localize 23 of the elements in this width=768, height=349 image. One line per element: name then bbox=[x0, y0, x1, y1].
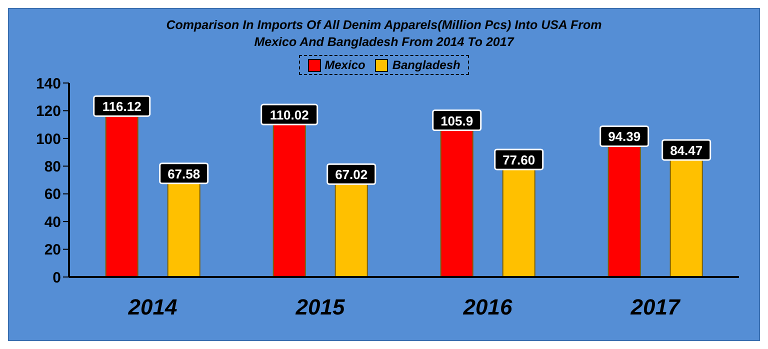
x-tick-label: 2014 bbox=[127, 294, 178, 320]
data-label: 84.47 bbox=[670, 142, 703, 158]
data-label: 67.58 bbox=[168, 166, 200, 182]
y-tick-label: 120 bbox=[36, 103, 61, 120]
y-tick-label: 140 bbox=[36, 75, 61, 92]
y-tick-label: 60 bbox=[44, 186, 61, 204]
data-label: 94.39 bbox=[608, 129, 641, 144]
data-label: 110.02 bbox=[270, 108, 309, 123]
legend-label: Mexico bbox=[324, 58, 366, 72]
y-tick-label: 0 bbox=[52, 269, 61, 286]
legend-label: Bangladesh bbox=[391, 58, 460, 72]
x-tick-label: 2016 bbox=[462, 294, 513, 320]
y-tick-label: 40 bbox=[44, 214, 61, 231]
y-tick-label: 20 bbox=[44, 242, 61, 259]
x-tick-label: 2017 bbox=[630, 294, 682, 320]
y-tick-label: 100 bbox=[36, 130, 61, 148]
data-label: 105.9 bbox=[440, 113, 474, 128]
data-label: 116.12 bbox=[102, 99, 142, 114]
y-tick-label: 80 bbox=[44, 158, 61, 176]
data-label: 77.60 bbox=[502, 152, 536, 168]
data-label: 67.02 bbox=[335, 167, 368, 182]
chart-title: Comparison In Imports Of All Denim Apparels(Million Pcs) Into USA From Mexico And Bangladesh From 2014 To 2017 bbox=[165, 17, 603, 51]
x-tick-label: 2015 bbox=[294, 294, 346, 320]
